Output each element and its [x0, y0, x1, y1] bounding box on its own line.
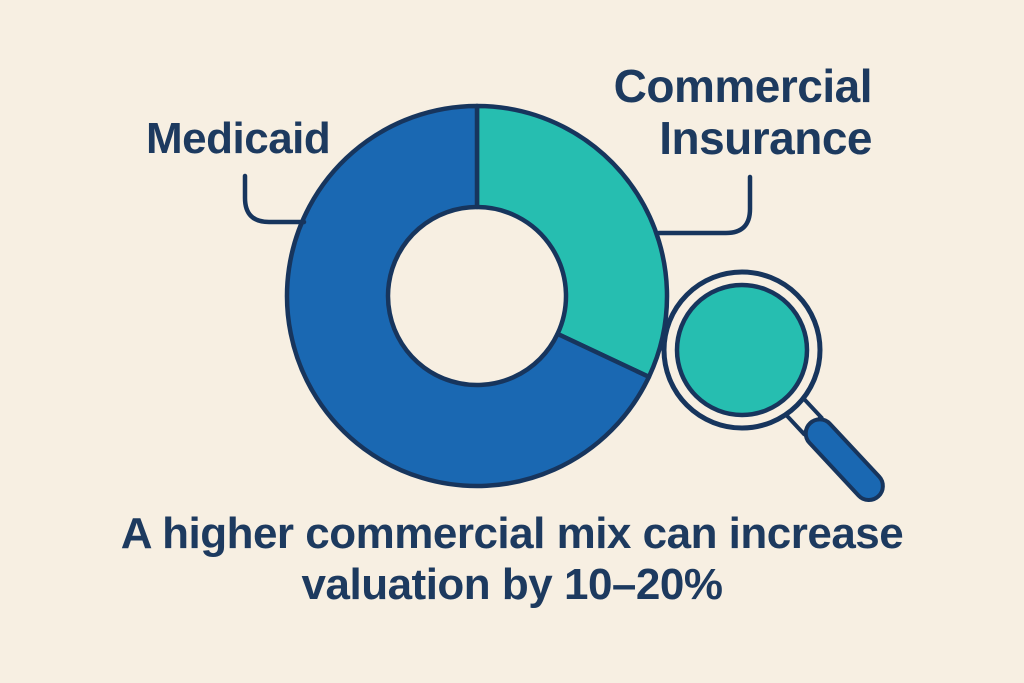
caption-line2: valuation by 10–20% [301, 560, 723, 610]
magnifier-handle [803, 417, 885, 503]
magnifying-glass-icon [661, 269, 885, 503]
medicaid-label: Medicaid [146, 114, 331, 163]
donut-segment-commercial-insurance [474, 103, 670, 380]
caption: A higher commercial mix can increase val… [0, 508, 1024, 610]
medicaid-callout-line [242, 173, 307, 225]
magnifier-lens [674, 282, 810, 418]
caption-line1: A higher commercial mix can increase [120, 509, 904, 558]
commercial-label-line1: Commercial [613, 60, 873, 112]
commercial-insurance-label: Commercial Insurance [613, 60, 873, 164]
commercial-label-line2: Insurance [659, 111, 872, 164]
commercial-callout-line [656, 174, 753, 236]
donut-segment-medicaid [284, 103, 652, 489]
